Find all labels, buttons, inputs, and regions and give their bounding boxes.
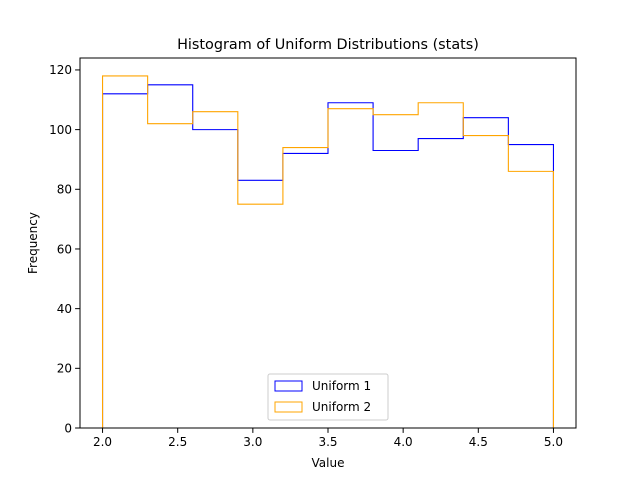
- y-tick-label: 40: [57, 302, 72, 316]
- x-tick-label: 2.5: [168, 435, 187, 449]
- x-tick: 3.5: [318, 428, 338, 449]
- x-tick: 4.0: [394, 428, 413, 449]
- legend-label-uniform-1: Uniform 1: [312, 379, 371, 393]
- x-tick: 5.0: [544, 428, 563, 449]
- x-axis-label: Value: [312, 456, 345, 470]
- y-tick-label: 0: [64, 421, 72, 435]
- x-tick: 3.0: [243, 428, 262, 449]
- y-tick: 80: [57, 183, 80, 197]
- y-tick: 0: [64, 421, 80, 435]
- y-tick-label: 60: [57, 242, 72, 256]
- x-tick-label: 3.5: [318, 435, 337, 449]
- legend-entry-uniform-1: Uniform 1: [274, 379, 371, 393]
- x-tick: 2.0: [93, 428, 112, 449]
- x-tick: 2.5: [168, 428, 187, 449]
- y-tick-label: 100: [49, 123, 72, 137]
- y-tick: 60: [57, 242, 80, 256]
- x-axis-ticks: 2.0 2.5 3.0 3.5 4.0 4.5 5.0: [93, 428, 563, 449]
- legend-swatch-uniform-1: [274, 380, 303, 392]
- y-tick-label: 20: [57, 362, 72, 376]
- legend-swatch-uniform-2: [274, 401, 303, 413]
- x-tick-label: 4.0: [394, 435, 413, 449]
- axes-frame: [79, 57, 577, 429]
- chart-title: Histogram of Uniform Distributions (stat…: [177, 37, 479, 53]
- x-tick-label: 3.0: [243, 435, 262, 449]
- legend-label-uniform-2: Uniform 2: [312, 400, 371, 414]
- y-tick: 120: [49, 63, 80, 77]
- x-tick-label: 4.5: [469, 435, 488, 449]
- y-tick: 20: [57, 362, 80, 376]
- y-tick: 40: [57, 302, 80, 316]
- y-tick-label: 80: [57, 183, 72, 197]
- legend-entry-uniform-2: Uniform 2: [274, 400, 371, 414]
- y-axis-ticks: 0 20 40 60 80 100 120: [49, 63, 80, 435]
- x-tick: 4.5: [469, 428, 488, 449]
- histogram-step-uniform-2: [101, 75, 555, 428]
- plot-area: [101, 75, 555, 428]
- legend: Uniform 1 Uniform 2: [267, 373, 389, 421]
- y-tick-label: 120: [49, 63, 72, 77]
- x-tick-label: 5.0: [544, 435, 563, 449]
- y-tick: 100: [49, 123, 80, 137]
- y-axis-label: Frequency: [26, 212, 40, 274]
- x-tick-label: 2.0: [93, 435, 112, 449]
- legend-box: [267, 373, 389, 421]
